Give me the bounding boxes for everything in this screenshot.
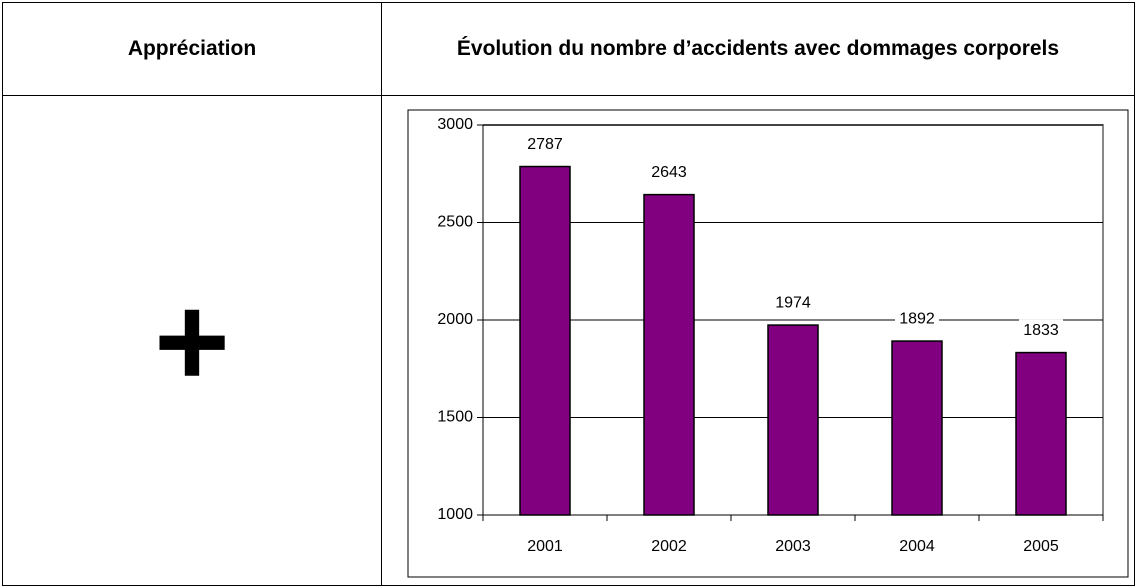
bar: [767, 324, 819, 516]
y-tick-label: 1500: [437, 409, 473, 426]
y-tick-label: 1000: [437, 506, 473, 523]
chart-frame: [407, 109, 1129, 578]
x-tick-label: 2004: [899, 538, 935, 555]
value-label-bg: [523, 133, 567, 154]
value-label-bg: [647, 161, 691, 182]
value-label: 1833: [1023, 322, 1059, 339]
header-text: Évolution du nombre d’accidents avec dom…: [456, 37, 1060, 60]
plus-sign: +: [154, 267, 230, 414]
x-tick-label: 2002: [651, 538, 687, 555]
x-tick-label: 2005: [1023, 538, 1059, 555]
bar: [1015, 351, 1067, 516]
value-label: 2787: [527, 136, 563, 153]
body-cell: [381, 95, 1135, 586]
value-label-bg: [895, 308, 939, 329]
value-label-bg: [771, 292, 815, 313]
bar: [643, 193, 695, 516]
y-tick-label: 3000: [437, 116, 473, 133]
value-label: 1974: [775, 294, 811, 311]
bar: [519, 165, 571, 516]
x-tick-label: 2003: [775, 538, 811, 555]
value-label: 2643: [651, 164, 687, 181]
value-label-bg: [1019, 319, 1063, 340]
value-label: 1892: [899, 310, 935, 327]
y-tick-label: 2500: [437, 214, 473, 231]
y-tick-label: 2000: [437, 311, 473, 328]
bar: [891, 340, 943, 516]
header-text: Appréciation: [127, 37, 257, 60]
x-tick-label: 2001: [527, 538, 563, 555]
